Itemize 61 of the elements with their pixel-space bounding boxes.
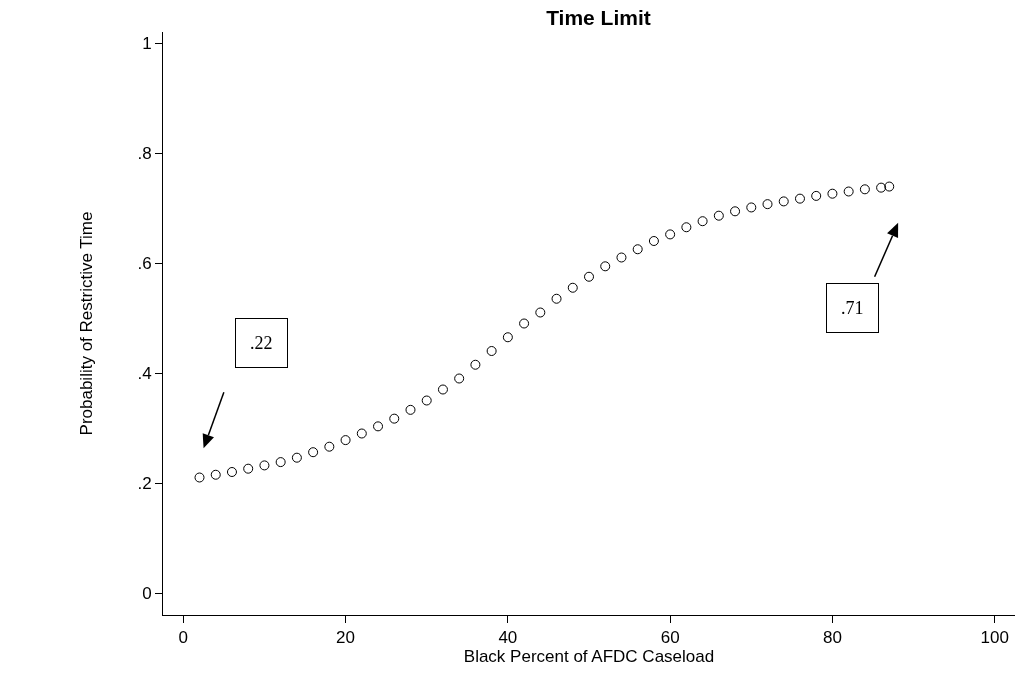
annotation: .22 (250, 333, 273, 353)
point (275, 457, 286, 468)
point (827, 188, 838, 199)
point (470, 359, 481, 370)
point (600, 261, 611, 272)
point (194, 472, 205, 483)
y-tick-label: .6 (137, 253, 152, 273)
point (373, 421, 384, 432)
point (551, 293, 562, 304)
point (884, 181, 895, 192)
y-tick-label: .8 (137, 143, 152, 163)
point (681, 222, 692, 233)
point (584, 271, 594, 282)
point (437, 384, 448, 395)
y-tick-label: 0 (142, 583, 152, 603)
point (259, 460, 270, 471)
y-tick-label: 1 (142, 33, 152, 53)
point (308, 447, 319, 458)
point (616, 252, 627, 263)
point (291, 452, 302, 463)
point (502, 332, 513, 343)
point (567, 282, 578, 293)
x-tick-label: 0 (178, 628, 189, 648)
point (519, 318, 530, 329)
point (454, 373, 465, 384)
point (324, 441, 335, 452)
point (843, 186, 854, 197)
point (210, 469, 221, 480)
point (632, 244, 643, 255)
point (648, 236, 659, 246)
point (746, 202, 757, 213)
point (762, 199, 773, 210)
y-tick-label: .4 (137, 363, 152, 383)
x-tick-label: 40 (498, 628, 518, 648)
point (226, 467, 237, 477)
point (421, 395, 432, 406)
point (535, 307, 546, 318)
x-tick-label: 20 (336, 628, 356, 648)
point (340, 435, 351, 446)
point (665, 229, 676, 240)
point (243, 463, 254, 474)
point (697, 216, 708, 227)
point (713, 210, 724, 221)
point (778, 196, 789, 207)
point (486, 346, 497, 356)
point (859, 184, 870, 195)
x-tick-label: 60 (660, 628, 680, 648)
y-axis-title: Probability of Restrictive Time (76, 211, 96, 436)
x-tick-label: 80 (822, 628, 842, 648)
point (811, 190, 822, 201)
y-tick-label: .2 (137, 473, 152, 493)
chart-title: Time Limit (546, 5, 651, 29)
x-axis-title: Black Percent of AFDC Caseload (463, 647, 715, 667)
point (389, 413, 400, 424)
point (356, 428, 367, 439)
point (876, 182, 887, 193)
point (794, 193, 805, 204)
annotation: .71 (841, 298, 864, 318)
x-tick-label: 100 (980, 628, 1009, 648)
point (405, 404, 416, 415)
point (730, 206, 741, 217)
